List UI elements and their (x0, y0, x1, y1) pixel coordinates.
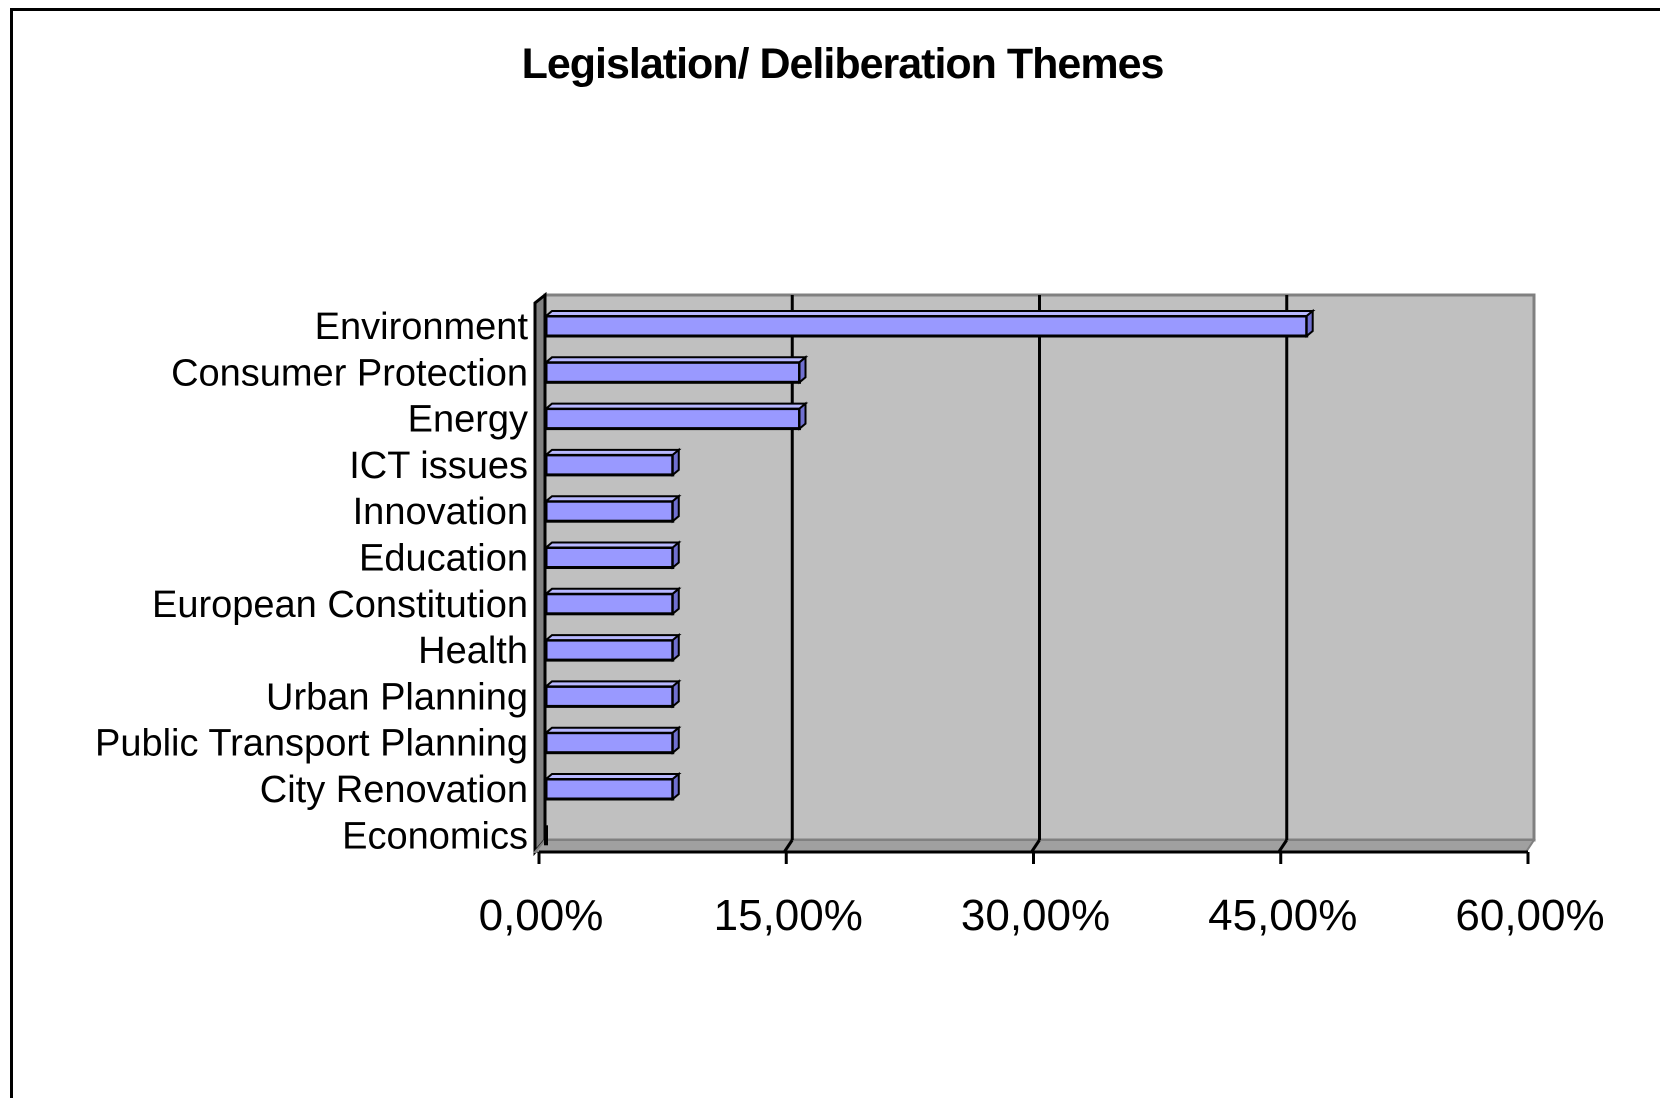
category-label: Urban Planning (266, 676, 528, 718)
bar (543, 725, 682, 755)
bar-top (543, 634, 682, 642)
bar (543, 632, 682, 663)
category-label: ICT issues (349, 445, 528, 487)
bar-side (671, 771, 680, 802)
bar (543, 447, 682, 478)
gridline-floor (783, 839, 794, 853)
bar-side (671, 494, 680, 524)
bar-top (543, 680, 682, 688)
x-tick-label: 15,00% (714, 891, 863, 940)
bar-side (798, 401, 807, 431)
category-label: Energy (408, 399, 528, 441)
bar-top (543, 356, 809, 364)
bar-front (544, 638, 675, 662)
category-label: Environment (315, 306, 529, 348)
bar-side (1305, 308, 1314, 339)
bar-front (544, 546, 675, 569)
bar-side (671, 447, 680, 478)
bar-side (671, 725, 680, 755)
bar (543, 540, 682, 570)
x-tick-label: 0,00% (479, 891, 604, 940)
category-label: Consumer Protection (171, 352, 528, 394)
bar-side (671, 632, 680, 663)
bar-front (544, 684, 675, 708)
bar (543, 355, 809, 385)
bar-side (671, 540, 680, 570)
category-label: Innovation (353, 491, 528, 533)
bar-front (544, 453, 675, 477)
x-axis: 0,00% 15,00% 30,00% 45,00% 60,00% (479, 850, 1605, 940)
bar-front (544, 499, 675, 523)
bar-top (543, 726, 682, 734)
bar-side (671, 679, 680, 709)
bar-top (543, 773, 682, 780)
bar (543, 586, 682, 616)
category-label: Economics (342, 815, 528, 857)
gridlines (783, 295, 1289, 853)
bar-front (544, 360, 802, 384)
bar-front (544, 407, 802, 431)
category-label: Public Transport Planning (95, 723, 528, 765)
bar-front (544, 731, 675, 755)
bar-top (543, 402, 809, 410)
chart-title: Legislation/ Deliberation Themes (521, 40, 1165, 88)
gridline-floor (1277, 839, 1288, 853)
bar-front (544, 592, 675, 616)
category-label: Education (359, 538, 528, 580)
x-tick-label: 60,00% (1455, 891, 1604, 940)
bar-side (798, 355, 807, 385)
x-tick-label: 30,00% (961, 891, 1110, 940)
bar-side (671, 586, 680, 616)
bar (544, 825, 548, 846)
bar-front (544, 314, 1309, 338)
chart-frame (10, 8, 1660, 1098)
bar (543, 401, 809, 431)
bar-top (543, 587, 682, 595)
plot-side-wall (533, 291, 547, 857)
x-tick-label: 45,00% (1208, 891, 1357, 940)
bar-top (543, 541, 682, 549)
gridline-floor (1030, 839, 1041, 853)
bars (543, 308, 1316, 846)
bar-top (543, 310, 1316, 317)
bar (543, 494, 682, 524)
bar-top (543, 495, 682, 503)
category-label: European Constitution (152, 584, 528, 626)
bar (543, 679, 682, 709)
bar-front (544, 777, 675, 801)
category-label: City Renovation (260, 769, 528, 811)
bar (543, 308, 1316, 339)
category-label: Health (418, 630, 528, 672)
bar-top (543, 448, 682, 456)
bar (543, 771, 682, 802)
